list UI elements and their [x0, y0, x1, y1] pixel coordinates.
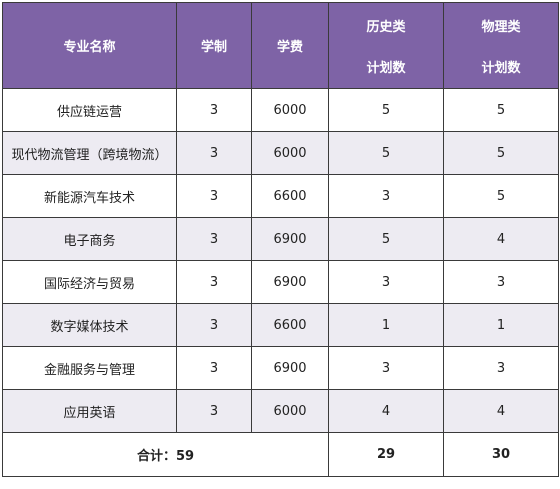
- cell-duration: 3: [176, 131, 252, 175]
- cell-duration: 3: [176, 88, 252, 132]
- table-row: 现代物流管理（跨境物流） 3 6000 5 5: [2, 131, 559, 175]
- header-physics-plan: 物理类 计划数: [443, 2, 559, 89]
- cell-tuition: 6000: [251, 389, 329, 433]
- cell-major: 现代物流管理（跨境物流）: [2, 131, 177, 175]
- cell-history: 4: [328, 389, 444, 433]
- cell-history: 5: [328, 217, 444, 261]
- header-physics-line1: 物理类: [481, 19, 521, 35]
- cell-history: 1: [328, 303, 444, 347]
- cell-history: 3: [328, 174, 444, 218]
- cell-physics: 1: [443, 303, 559, 347]
- cell-duration: 3: [176, 174, 252, 218]
- total-history: 29: [328, 432, 444, 477]
- cell-duration: 3: [176, 260, 252, 304]
- cell-physics: 4: [443, 217, 559, 261]
- cell-major: 国际经济与贸易: [2, 260, 177, 304]
- total-row: 合计：59 29 30: [2, 432, 559, 477]
- total-physics: 30: [443, 432, 559, 477]
- cell-major: 应用英语: [2, 389, 177, 433]
- cell-major: 新能源汽车技术: [2, 174, 177, 218]
- header-row: 专业名称 学制 学费 历史类 计划数 物理类 计划数: [2, 2, 559, 89]
- cell-history: 5: [328, 88, 444, 132]
- cell-duration: 3: [176, 346, 252, 390]
- cell-physics: 5: [443, 131, 559, 175]
- table-row: 新能源汽车技术 3 6600 3 5: [2, 174, 559, 218]
- cell-physics: 4: [443, 389, 559, 433]
- header-duration: 学制: [176, 2, 252, 89]
- cell-duration: 3: [176, 217, 252, 261]
- cell-history: 5: [328, 131, 444, 175]
- cell-tuition: 6900: [251, 346, 329, 390]
- cell-tuition: 6900: [251, 260, 329, 304]
- cell-history: 3: [328, 260, 444, 304]
- header-major: 专业名称: [2, 2, 177, 89]
- cell-duration: 3: [176, 303, 252, 347]
- cell-major: 电子商务: [2, 217, 177, 261]
- header-tuition: 学费: [251, 2, 329, 89]
- cell-tuition: 6000: [251, 88, 329, 132]
- cell-major: 金融服务与管理: [2, 346, 177, 390]
- table-row: 金融服务与管理 3 6900 3 3: [2, 346, 559, 390]
- table-row: 国际经济与贸易 3 6900 3 3: [2, 260, 559, 304]
- cell-major: 数字媒体技术: [2, 303, 177, 347]
- cell-physics: 5: [443, 88, 559, 132]
- table-row: 应用英语 3 6000 4 4: [2, 389, 559, 433]
- table-row: 电子商务 3 6900 5 4: [2, 217, 559, 261]
- enrollment-plan-table: 专业名称 学制 学费 历史类 计划数 物理类 计划数 供应链运营 3 6000 …: [2, 2, 559, 477]
- cell-physics: 3: [443, 346, 559, 390]
- cell-tuition: 6900: [251, 217, 329, 261]
- cell-history: 3: [328, 346, 444, 390]
- header-history-line2: 计划数: [366, 60, 406, 76]
- header-history-line1: 历史类: [366, 19, 406, 35]
- header-physics-line2: 计划数: [481, 60, 521, 76]
- total-label: 合计：59: [2, 432, 329, 477]
- table-row: 供应链运营 3 6000 5 5: [2, 88, 559, 132]
- table-row: 数字媒体技术 3 6600 1 1: [2, 303, 559, 347]
- cell-duration: 3: [176, 389, 252, 433]
- header-history-plan: 历史类 计划数: [328, 2, 444, 89]
- cell-tuition: 6600: [251, 174, 329, 218]
- cell-major: 供应链运营: [2, 88, 177, 132]
- cell-physics: 5: [443, 174, 559, 218]
- cell-tuition: 6000: [251, 131, 329, 175]
- cell-tuition: 6600: [251, 303, 329, 347]
- cell-physics: 3: [443, 260, 559, 304]
